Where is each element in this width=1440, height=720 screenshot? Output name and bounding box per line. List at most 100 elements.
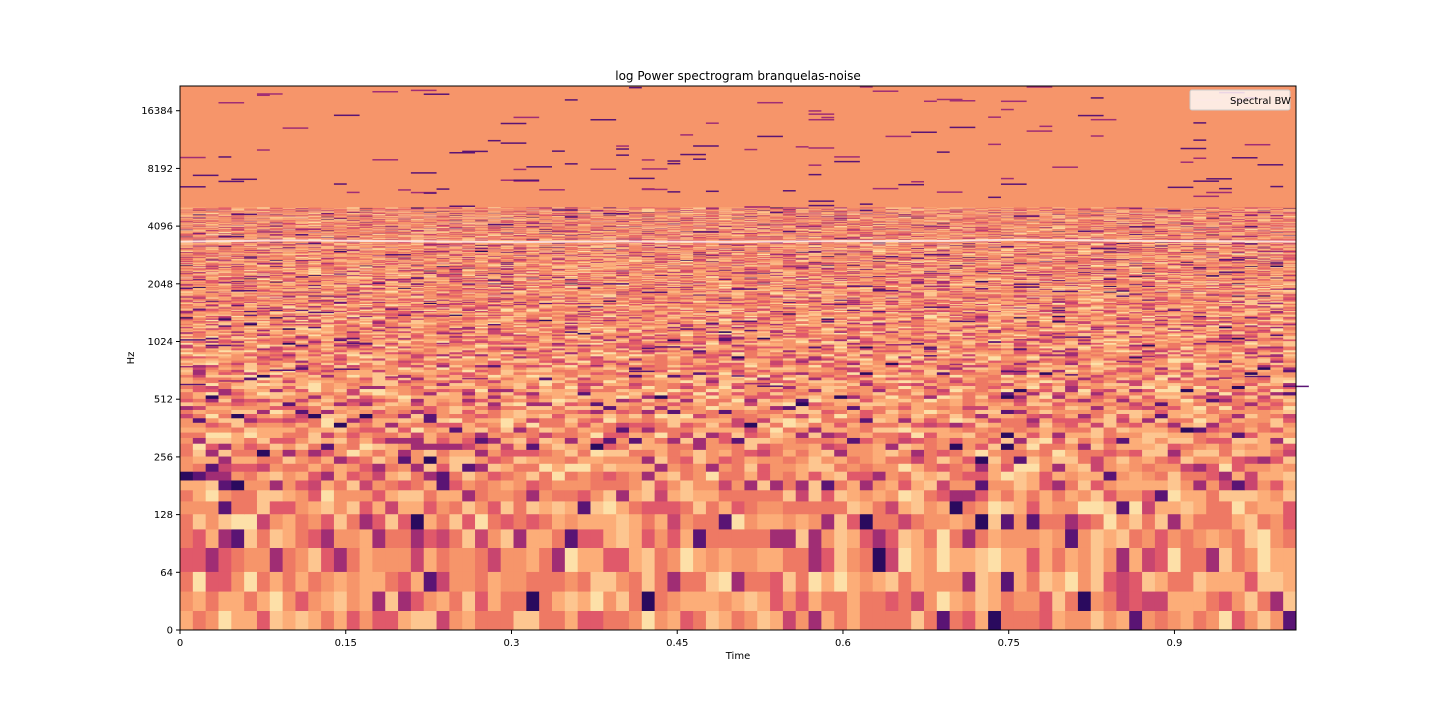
heatmap-cell	[886, 380, 899, 383]
heatmap-cell	[526, 529, 539, 548]
heatmap-cell	[1270, 422, 1283, 427]
heatmap-cell	[257, 432, 270, 438]
heatmap-cell	[193, 372, 206, 375]
heatmap-cell	[321, 362, 334, 365]
heatmap-cell	[321, 548, 334, 572]
heatmap-cell	[706, 386, 719, 389]
heatmap-cell	[411, 406, 424, 410]
heatmap-cell	[385, 380, 398, 383]
heatmap-cell	[616, 591, 629, 611]
heatmap-cell	[308, 572, 321, 592]
heatmap-cell	[1116, 398, 1129, 402]
heatmap-cell	[680, 449, 693, 456]
heatmap-cell	[898, 380, 911, 383]
heatmap-cell	[552, 501, 565, 514]
heatmap-cell	[975, 480, 988, 490]
heatmap-cell	[667, 362, 680, 365]
heatmap-cell	[834, 422, 847, 427]
heatmap-cell	[539, 383, 552, 386]
heatmap-cell	[231, 427, 244, 432]
heatmap-cell	[590, 422, 603, 427]
heatmap-cell	[398, 406, 411, 410]
heatmap-cell	[437, 380, 450, 383]
heatmap-cell	[898, 369, 911, 372]
heatmap-cell	[706, 529, 719, 548]
heatmap-cell	[603, 410, 616, 414]
heatmap-cell	[629, 410, 642, 414]
heatmap-cell	[719, 591, 732, 611]
heatmap-cell	[744, 374, 757, 377]
heatmap-cell	[1206, 402, 1219, 406]
heatmap-cell	[514, 422, 527, 427]
heatmap-cell	[1027, 380, 1040, 383]
heatmap-cell	[603, 406, 616, 410]
heatmap-cell	[1168, 501, 1181, 514]
heatmap-cell	[950, 386, 963, 389]
heatmap-cell	[321, 591, 334, 611]
heatmap-cell	[719, 514, 732, 530]
heatmap-cell	[578, 480, 591, 490]
heatmap-cell	[1129, 501, 1142, 514]
heatmap-cell	[1219, 398, 1232, 402]
heatmap-cell	[424, 418, 437, 423]
heatmap-cell	[514, 456, 527, 464]
heatmap-cell	[1091, 422, 1104, 427]
heatmap-cell	[706, 406, 719, 410]
heatmap-cell	[218, 402, 231, 406]
heatmap-cell	[886, 471, 899, 480]
heatmap-cell	[770, 372, 783, 375]
heatmap-cell	[308, 501, 321, 514]
heatmap-cell	[1129, 380, 1142, 383]
heatmap-cell	[565, 372, 578, 375]
heatmap-cell	[1258, 365, 1271, 368]
heatmap-cell	[1270, 386, 1283, 389]
heatmap-cell	[283, 383, 296, 386]
heatmap-cell	[770, 427, 783, 432]
heatmap-cell	[603, 463, 616, 471]
heatmap-cell	[1014, 422, 1027, 427]
heatmap-cell	[1258, 548, 1271, 572]
heatmap-cell	[1001, 386, 1014, 389]
heatmap-cell	[744, 402, 757, 406]
heatmap-cell	[898, 398, 911, 402]
heatmap-cell	[437, 365, 450, 368]
heatmap-cell	[1104, 374, 1117, 377]
heatmap-cell	[873, 529, 886, 548]
heatmap-cell	[578, 395, 591, 399]
heatmap-cell	[1052, 432, 1065, 438]
heatmap-cell	[449, 380, 462, 383]
heatmap-cell	[1129, 395, 1142, 399]
heatmap-cell	[424, 386, 437, 389]
heatmap-cell	[886, 386, 899, 389]
heatmap-cell	[962, 395, 975, 399]
heatmap-cell	[962, 372, 975, 375]
heatmap-cell	[629, 427, 642, 432]
heatmap-cell	[270, 490, 283, 502]
heatmap-cell	[1168, 548, 1181, 572]
heatmap-cell	[911, 362, 924, 365]
heatmap-cell	[1258, 392, 1271, 396]
heatmap-cell	[821, 392, 834, 396]
heatmap-cell	[1193, 402, 1206, 406]
heatmap-cell	[437, 362, 450, 365]
heatmap-cell	[462, 380, 475, 383]
heatmap-cell	[796, 432, 809, 438]
heatmap-cell	[693, 374, 706, 377]
heatmap-cell	[372, 572, 385, 592]
heatmap-cell	[424, 427, 437, 432]
heatmap-cell	[937, 418, 950, 423]
heatmap-cell	[514, 406, 527, 410]
heatmap-cell	[834, 380, 847, 383]
heatmap-cell	[950, 611, 963, 631]
heatmap-cell	[1065, 449, 1078, 456]
heatmap-cell	[360, 480, 373, 490]
heatmap-cell	[1104, 432, 1117, 438]
heatmap-cell	[642, 422, 655, 427]
heatmap-cell	[1129, 386, 1142, 389]
heatmap-cell	[295, 456, 308, 464]
heatmap-cell	[950, 406, 963, 410]
heatmap-cell	[924, 443, 937, 450]
heatmap-cell	[295, 514, 308, 530]
heatmap-cell	[667, 490, 680, 502]
heatmap-cell	[193, 456, 206, 464]
